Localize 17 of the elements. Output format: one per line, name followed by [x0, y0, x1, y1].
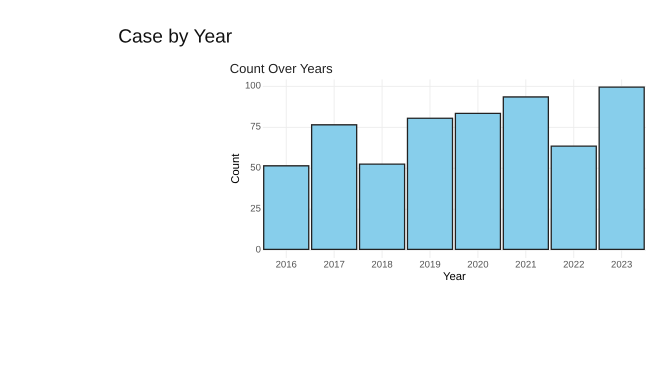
y-tick-label: 75 — [250, 122, 261, 133]
x-tick-label: 2017 — [323, 260, 345, 271]
x-tick-label: 2016 — [276, 260, 297, 271]
x-tick-label: 2020 — [467, 260, 489, 271]
y-tick-label: 25 — [250, 203, 261, 214]
x-tick-label: 2018 — [371, 260, 393, 271]
y-tick-label: 50 — [250, 162, 261, 174]
chart-title: Case by Year — [118, 26, 233, 48]
y-axis-title: Count — [230, 152, 242, 184]
x-tick-label: 2023 — [611, 260, 632, 271]
x-tick-label: 2019 — [419, 260, 441, 271]
x-tick-label: 2022 — [563, 260, 584, 271]
x-tick-label: 2021 — [515, 260, 536, 271]
x-axis-title: Year — [442, 270, 466, 283]
y-tick-label: 100 — [244, 80, 261, 92]
y-tick-label: 0 — [256, 244, 261, 256]
chart-subtitle: Count Over Years — [230, 60, 334, 76]
